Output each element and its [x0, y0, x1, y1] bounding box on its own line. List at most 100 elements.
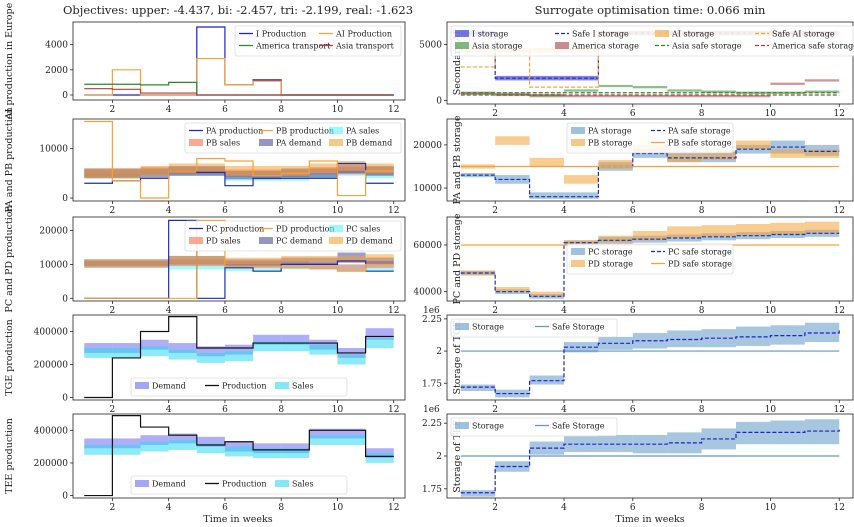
- x-tick-label: 4: [166, 503, 172, 513]
- legend-label: I storage: [472, 30, 509, 39]
- band-segment: [365, 163, 394, 174]
- legend: PA storage PA safe storage PB storage PB sa…: [566, 122, 734, 154]
- legend-swatch: [189, 237, 203, 244]
- legend-swatch: [259, 139, 273, 146]
- axes-frame: [446, 21, 854, 105]
- x-tick-label: 4: [561, 206, 567, 216]
- band-segment: [804, 90, 840, 93]
- band-segment: [495, 289, 530, 294]
- band-segment: [701, 225, 737, 237]
- legend-label: Storage: [472, 422, 504, 431]
- band-segment: [224, 344, 254, 355]
- series-pd-demand: [84, 254, 394, 267]
- band-segment: [196, 443, 225, 454]
- band-segment: [495, 287, 530, 292]
- legend-swatch: [455, 30, 469, 37]
- legend: Demand Production Sales: [130, 475, 348, 495]
- y-axis-label: Secondary AI: [452, 30, 463, 95]
- x-tick-label: 4: [166, 306, 172, 316]
- band-segment: [309, 262, 338, 270]
- band-segment: [337, 264, 366, 272]
- legend-swatch: [329, 127, 343, 134]
- band-segment: [281, 255, 310, 263]
- band-segment: [529, 291, 564, 297]
- legend-label: Sales: [292, 480, 314, 489]
- x-tick-label: 8: [278, 405, 284, 415]
- legend-label: Safe Storage: [552, 323, 605, 332]
- legend-label: PD production: [276, 225, 335, 234]
- legend-label: Asia storage: [471, 42, 523, 51]
- band-segment: [804, 149, 840, 158]
- legend-swatch: [571, 260, 585, 267]
- band-segment: [281, 341, 310, 352]
- plot-area: [84, 219, 394, 299]
- legend: Storage Safe Storage: [450, 417, 618, 437]
- x-tick-label: 8: [699, 405, 705, 415]
- band-segment: [804, 221, 840, 234]
- band-segment: [365, 254, 394, 262]
- series-storage: [460, 419, 840, 497]
- band-segment: [529, 375, 564, 385]
- band-segment: [632, 231, 668, 241]
- band-segment: [365, 173, 394, 179]
- band-segment: [253, 165, 282, 176]
- x-tick-label: 2: [492, 109, 498, 119]
- left-title: Objectives: upper: -4.437, bi: -2.457, t…: [63, 3, 413, 17]
- y-tick-label: 5000: [419, 40, 442, 50]
- x-tick-label: 12: [388, 206, 399, 216]
- legend-swatch: [189, 139, 203, 146]
- band-segment: [309, 344, 338, 355]
- band-segment: [770, 222, 805, 235]
- band-segment: [529, 441, 564, 455]
- chart-pc-pd-production: 2 4 6 8 10 12 0 10000 20000 PC and PD production P…: [4, 205, 406, 316]
- band-segment: [460, 270, 496, 276]
- axes-frame: [72, 314, 406, 401]
- band-segment: [140, 346, 169, 357]
- x-tick-label: 12: [834, 405, 845, 415]
- legend-box: [184, 122, 402, 154]
- x-tick-label: 6: [630, 306, 636, 316]
- legend-label: PC demand: [276, 237, 323, 246]
- x-tick-label: 2: [110, 405, 116, 415]
- plot-area: [84, 415, 394, 497]
- plot-area: [460, 322, 840, 398]
- x-tick-label: 12: [388, 306, 399, 316]
- x-tick-label: 10: [765, 503, 777, 513]
- legend-label: America safe storage: [771, 42, 854, 51]
- band-segment: [736, 326, 771, 346]
- band-segment: [667, 95, 702, 98]
- series-pa-safe-storage: [460, 146, 840, 198]
- chart-tee-production: 2 4 6 8 10 12 0 200000 400000 TEE production Deman…: [4, 413, 406, 513]
- legend-box: [450, 25, 854, 57]
- legend-swatch: [555, 42, 569, 49]
- legend-swatch: [275, 480, 289, 487]
- series-america-transport: [84, 81, 394, 96]
- x-tick-label: 10: [332, 206, 344, 216]
- band-segment: [598, 95, 633, 98]
- plot-area: [84, 120, 394, 199]
- band-segment: [140, 339, 169, 350]
- legend: I Production AI Production America transpo…: [234, 25, 402, 57]
- y-tick-label: 1.75: [422, 485, 442, 495]
- band-segment: [168, 343, 197, 353]
- band-segment: [168, 255, 197, 265]
- band-segment: [196, 255, 225, 265]
- band-segment: [224, 257, 254, 265]
- band-segment: [495, 92, 530, 96]
- x-tick-label: 12: [834, 109, 845, 119]
- legend-label: PA sales: [346, 127, 379, 136]
- band-segment: [563, 342, 599, 353]
- legend-label: Demand: [152, 382, 186, 391]
- legend-label: PB sales: [206, 139, 240, 148]
- y-tick-label: 400000: [34, 328, 69, 338]
- plot-area: [84, 316, 394, 399]
- band-segment: [460, 91, 496, 94]
- y-tick-label: 0: [62, 194, 68, 204]
- axes-frame: [446, 118, 854, 202]
- y-axis-label: PA and PB storage: [452, 115, 463, 204]
- legend-box: [450, 417, 618, 437]
- band-segment: [701, 90, 737, 93]
- legend-box: [234, 25, 402, 57]
- series-pd-storage: [460, 221, 840, 297]
